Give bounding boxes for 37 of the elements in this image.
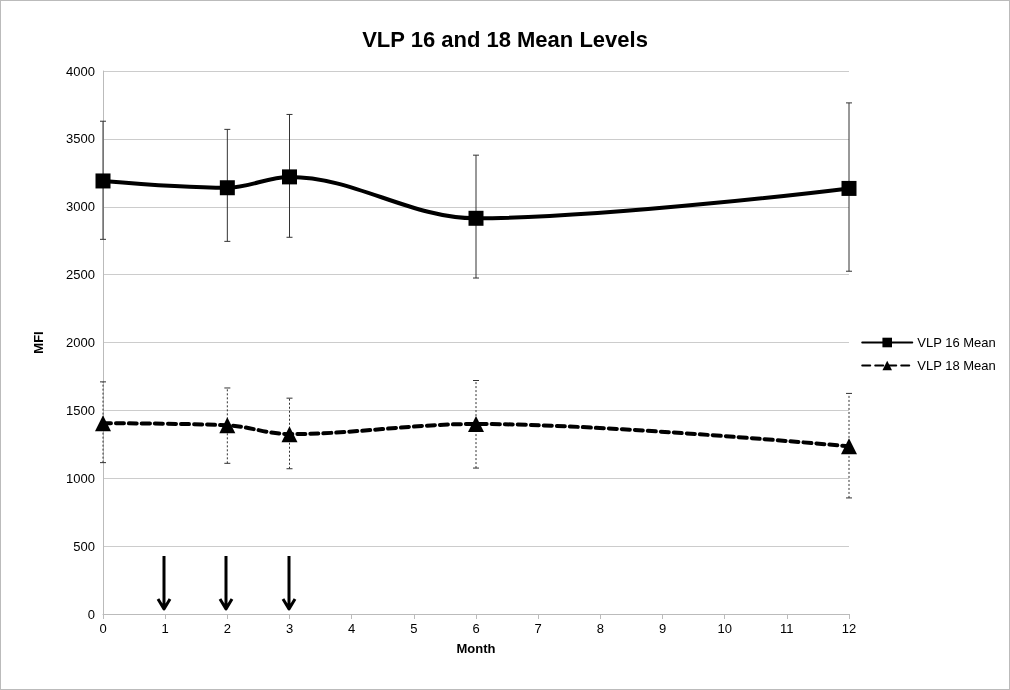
- y-tick-label: 3000: [66, 199, 95, 215]
- point: [468, 415, 484, 432]
- x-tick-label: 10: [717, 621, 732, 636]
- x-tick-label: 0: [99, 621, 107, 636]
- y-axis-title: MFI: [31, 331, 46, 354]
- x-tick-label: 1: [161, 621, 169, 636]
- point: [219, 180, 235, 196]
- point: [219, 417, 236, 434]
- chart-title: VLP 16 and 18 Mean Levels: [362, 26, 648, 52]
- point: [281, 426, 298, 443]
- x-tick-label: 7: [534, 621, 542, 636]
- x-tick-label: 9: [658, 621, 667, 636]
- point: [95, 173, 111, 189]
- y-tick-label: 0: [87, 606, 95, 622]
- y-tick-label: 1000: [66, 470, 95, 486]
- point: [841, 438, 857, 455]
- point: [282, 169, 297, 185]
- y-tick-label: 3500: [66, 131, 95, 147]
- legend-label: VLP 16 Mean: [917, 335, 996, 350]
- x-tick-label: 2: [223, 621, 231, 636]
- x-tick-label: 6: [472, 621, 480, 636]
- x-axis-title: Month: [456, 641, 496, 656]
- y-tick-label: 4000: [66, 63, 95, 79]
- x-tick-label: 3: [285, 621, 294, 636]
- x-tick-label: 12: [841, 621, 857, 636]
- point: [468, 210, 484, 226]
- y-tick-label: 2500: [66, 267, 95, 283]
- point: [95, 415, 111, 432]
- x-tick-label: 8: [596, 621, 604, 636]
- y-tick-label: 1500: [66, 402, 95, 418]
- x-tick-label: 4: [348, 621, 356, 636]
- point: [841, 180, 857, 196]
- x-tick-label: 11: [780, 621, 794, 636]
- x-tick-label: 5: [410, 621, 418, 636]
- y-tick-label: 500: [73, 538, 95, 554]
- y-tick-label: 2000: [66, 335, 95, 350]
- legend-label: VLP 18 Mean: [917, 358, 996, 373]
